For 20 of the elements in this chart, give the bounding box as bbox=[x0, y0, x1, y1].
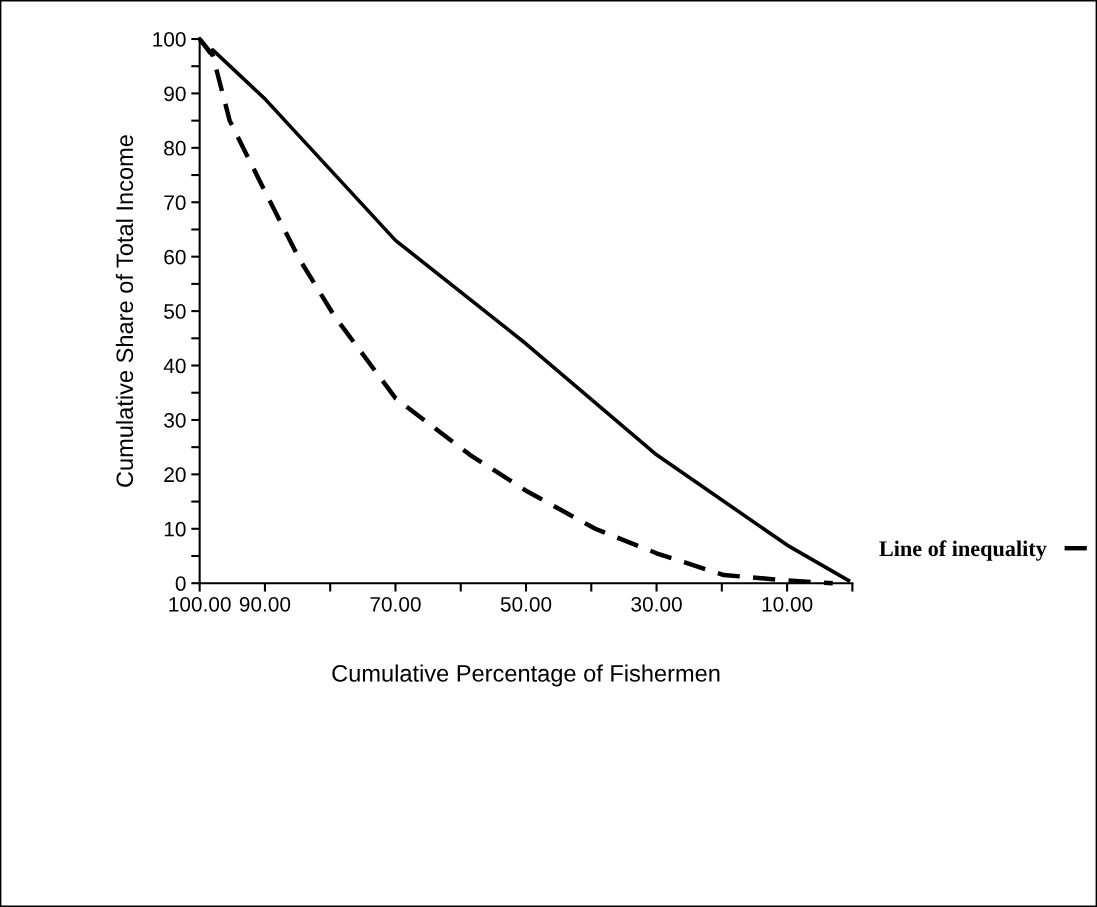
x-tick-label: 100.00 bbox=[169, 596, 231, 612]
x-tick-label: 30.00 bbox=[631, 596, 682, 612]
y-tick-label: 100 bbox=[153, 32, 186, 47]
x-tick-label: 90.00 bbox=[239, 596, 291, 612]
x-tick-label: 10.00 bbox=[762, 596, 813, 612]
x-axis-title: Cumulative Percentage of Fishermen bbox=[332, 664, 720, 687]
x-tick-label: 70.00 bbox=[370, 596, 421, 612]
y-tick-label: 90 bbox=[164, 86, 186, 102]
x-tick-label: 50.00 bbox=[500, 596, 552, 612]
y-tick-label: 50 bbox=[164, 304, 186, 319]
y-tick-label: 70 bbox=[164, 195, 186, 211]
legend-label: Line of inequality bbox=[879, 540, 1047, 561]
y-tick-label: 10 bbox=[164, 521, 186, 537]
y-axis-title: Cumulative Share of Total Income bbox=[115, 135, 134, 487]
y-tick-label: 0 bbox=[175, 576, 186, 591]
y-tick-label: 60 bbox=[164, 249, 186, 265]
y-tick-label: 30 bbox=[164, 412, 186, 428]
y-tick-label: 40 bbox=[163, 358, 186, 374]
y-tick-label: 20 bbox=[164, 467, 186, 483]
y-tick-label: 80 bbox=[164, 140, 186, 156]
